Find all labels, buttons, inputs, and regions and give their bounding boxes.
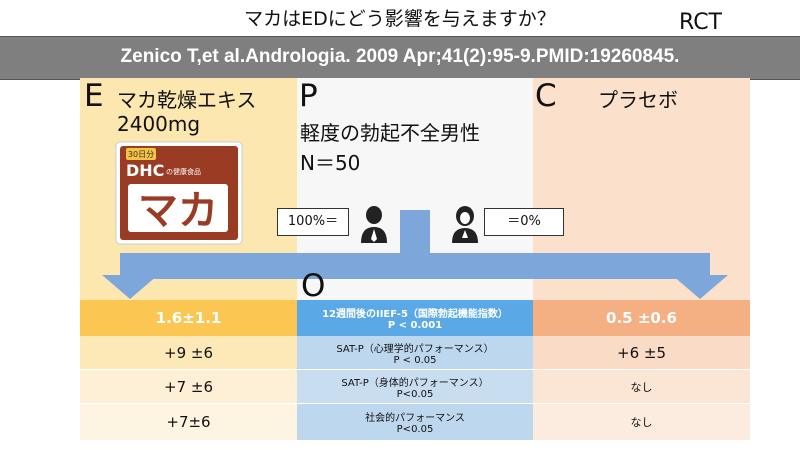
outcome-name: 社会的パフォーマンス — [365, 413, 465, 424]
outcome-name: SAT-P（身体的パフォーマンス） — [341, 377, 489, 389]
e-letter: E — [84, 78, 104, 114]
citation-bar: Zenico T,et al.Andrologia. 2009 Apr;41(2… — [0, 36, 800, 80]
population-count: N＝50 — [300, 151, 361, 175]
split-arrow-diagram — [102, 206, 728, 299]
outcome-label-cell: SAT-P（身体的パフォーマンス） P<0.05 — [297, 370, 533, 404]
split-bar — [120, 253, 710, 279]
brand-subtitle: の健康食品 — [166, 167, 201, 176]
slide-title: マカはEDにどう影響を与えますか？ — [244, 8, 556, 30]
c-result-cell: なし — [533, 404, 750, 440]
male-person-icon — [361, 206, 387, 243]
c-result-cell: なし — [533, 370, 750, 404]
outcome-label-cell: 社会的パフォーマンス P<0.05 — [297, 404, 533, 440]
e-result-cell: +9 ±6 — [80, 336, 297, 370]
split-stem — [400, 210, 430, 260]
c-result-cell: +6 ±5 — [533, 336, 750, 370]
female-percent-box: ＝0% — [484, 208, 564, 236]
days-label: 30日分 — [128, 150, 154, 159]
exposure-dose: 2400mg — [117, 112, 201, 136]
outcome-p-value: P < 0.001 — [387, 320, 443, 331]
exposure-product: マカ乾燥エキス — [117, 88, 257, 112]
population-description: 軽度の勃起不全男性 — [300, 121, 480, 145]
outcome-p-value: P<0.05 — [396, 424, 434, 435]
product-name: マカ — [138, 188, 218, 234]
outcome-label-cell: 12週間後のIIEF-5（国際勃起機能指数） P < 0.001 — [297, 300, 533, 336]
c-letter: C — [535, 78, 557, 114]
comparison-name: プラセボ — [598, 88, 678, 112]
outcome-label-cell: SAT-P（心理学的パフォーマンス） P < 0.05 — [297, 336, 533, 370]
male-percent-box: 100%＝ — [277, 208, 349, 236]
c-result-cell: 0.5 ±0.6 — [533, 300, 750, 336]
p-letter: P — [299, 78, 318, 114]
brand-logo: DHC — [126, 161, 164, 180]
outcome-name: SAT-P（心理学的パフォーマンス） — [336, 343, 494, 355]
o-letter: O — [301, 268, 326, 304]
female-person-icon — [452, 206, 478, 243]
e-result-cell: +7 ±6 — [80, 370, 297, 404]
product-package-image: 30日分 DHC の健康食品 マカ — [114, 140, 244, 246]
outcome-name: 12週間後のIIEF-5（国際勃起機能指数） — [322, 309, 508, 320]
outcome-p-value: P<0.05 — [396, 388, 434, 400]
study-type-label: RCT — [679, 10, 722, 35]
outcome-p-value: P < 0.05 — [393, 354, 437, 366]
e-result-cell: +7±6 — [80, 404, 297, 440]
left-arrow-head — [102, 275, 158, 299]
right-arrow-head — [672, 275, 728, 299]
e-result-cell: 1.6±1.1 — [80, 300, 297, 336]
